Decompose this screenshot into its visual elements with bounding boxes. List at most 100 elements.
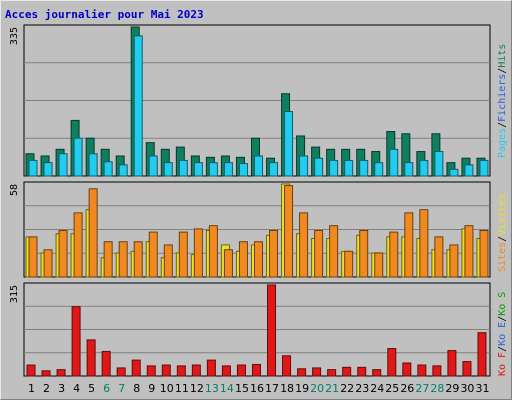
bar-sites (389, 231, 399, 278)
bar-fichiers (178, 159, 188, 177)
bar-fichiers (299, 155, 309, 177)
axis-max-label: 315 (9, 285, 20, 303)
day-label: 2 (43, 382, 50, 395)
bar-sites (284, 185, 294, 278)
day-label: 19 (295, 382, 309, 395)
bar-ko-f (402, 362, 412, 377)
bar-fichiers (58, 153, 68, 177)
bar-ko-f (282, 355, 292, 377)
bar-sites (193, 228, 203, 278)
bar-fichiers (193, 162, 203, 177)
bar-fichiers (374, 162, 384, 177)
legend-entry: Pages (497, 128, 508, 158)
bar-fichiers (344, 159, 354, 177)
day-label: 23 (355, 382, 369, 395)
axis-max-label: 58 (9, 184, 20, 196)
bar-ko-f (357, 366, 367, 377)
bar-fichiers (329, 159, 339, 177)
bar-fichiers (269, 162, 279, 177)
bar-ko-f (86, 339, 96, 377)
day-label: 31 (475, 382, 489, 395)
bar-sites (359, 230, 369, 278)
bar-ko-f (71, 306, 81, 377)
bar-sites (208, 225, 218, 278)
bar-sites (479, 230, 489, 278)
bar-fichiers (404, 162, 414, 177)
bar-sites (269, 230, 279, 278)
day-label: 26 (400, 382, 414, 395)
bar-ko-f (327, 369, 337, 377)
legend-hits_files_pages: Pages/Fichiers/Hits (497, 44, 508, 158)
day-label: 1 (28, 382, 35, 395)
bar-fichiers (43, 162, 53, 177)
bar-ko-f (447, 350, 457, 377)
axis-max-label: 335 (9, 27, 20, 45)
bar-sites (163, 244, 173, 278)
day-label: 9 (148, 382, 155, 395)
bar-ko-f (312, 367, 322, 377)
day-label: 4 (73, 382, 80, 395)
day-label: 5 (88, 382, 95, 395)
bar-sites (253, 241, 263, 278)
day-label: 28 (430, 382, 444, 395)
legend-entry: / (497, 68, 508, 74)
bar-sites (344, 250, 354, 278)
bar-ko-f (206, 359, 216, 377)
bar-sites (329, 225, 339, 278)
bar-sites (434, 236, 444, 278)
legend-entry: Ko S (497, 292, 508, 316)
bar-fichiers (223, 162, 233, 177)
bar-sites (238, 241, 248, 278)
bar-ko-f (101, 350, 111, 377)
bar-ko-f (462, 361, 472, 377)
legend-entry: Visites (497, 194, 508, 236)
legend-visits_sites: Sites/Visites (497, 194, 508, 272)
legend-entry: / (497, 236, 508, 242)
bar-ko-f (251, 363, 261, 377)
bar-fichiers (449, 168, 459, 177)
bar-sites (178, 231, 188, 278)
bar-ko-f (26, 364, 36, 377)
bar-ko-f (372, 369, 382, 377)
legend-entry: Sites (497, 242, 508, 272)
day-label: 21 (325, 382, 339, 395)
bar-ko-f (432, 365, 442, 377)
day-label: 13 (205, 382, 219, 395)
chart-title: Acces journalier pour Mai 2023 (5, 8, 204, 21)
bar-sites (103, 241, 113, 278)
day-label: 15 (235, 382, 249, 395)
day-label: 11 (175, 382, 189, 395)
day-label: 24 (370, 382, 384, 395)
legend-entry: Hits (497, 44, 508, 68)
bar-sites (464, 225, 474, 278)
bar-ko-f (131, 359, 141, 377)
day-label: 6 (103, 382, 110, 395)
legend-entry: / (497, 346, 508, 352)
bar-fichiers (389, 148, 399, 177)
bar-sites (28, 236, 38, 278)
bar-sites (73, 212, 83, 278)
bar-sites (374, 252, 384, 278)
day-label: 17 (265, 382, 279, 395)
bar-sites (133, 241, 143, 278)
bar-fichiers (148, 155, 158, 177)
legend-entry: Ko E (497, 322, 508, 346)
day-label: 7 (118, 382, 125, 395)
bar-ko-f (146, 365, 156, 377)
day-label: 8 (133, 382, 140, 395)
bar-ko-f (477, 332, 487, 377)
bar-sites (449, 244, 459, 278)
bar-sites (43, 249, 53, 278)
bar-fichiers (284, 111, 294, 177)
bar-sites (314, 230, 324, 278)
day-label: 16 (250, 382, 264, 395)
bar-fichiers (464, 164, 474, 177)
legend-entry: / (497, 122, 508, 128)
bar-sites (223, 249, 233, 278)
bar-fichiers (118, 164, 128, 177)
bar-ko-f (236, 364, 246, 377)
bar-sites (419, 209, 429, 278)
bar-fichiers (253, 155, 263, 177)
bar-fichiers (208, 162, 218, 177)
bar-ko-f (267, 284, 277, 377)
